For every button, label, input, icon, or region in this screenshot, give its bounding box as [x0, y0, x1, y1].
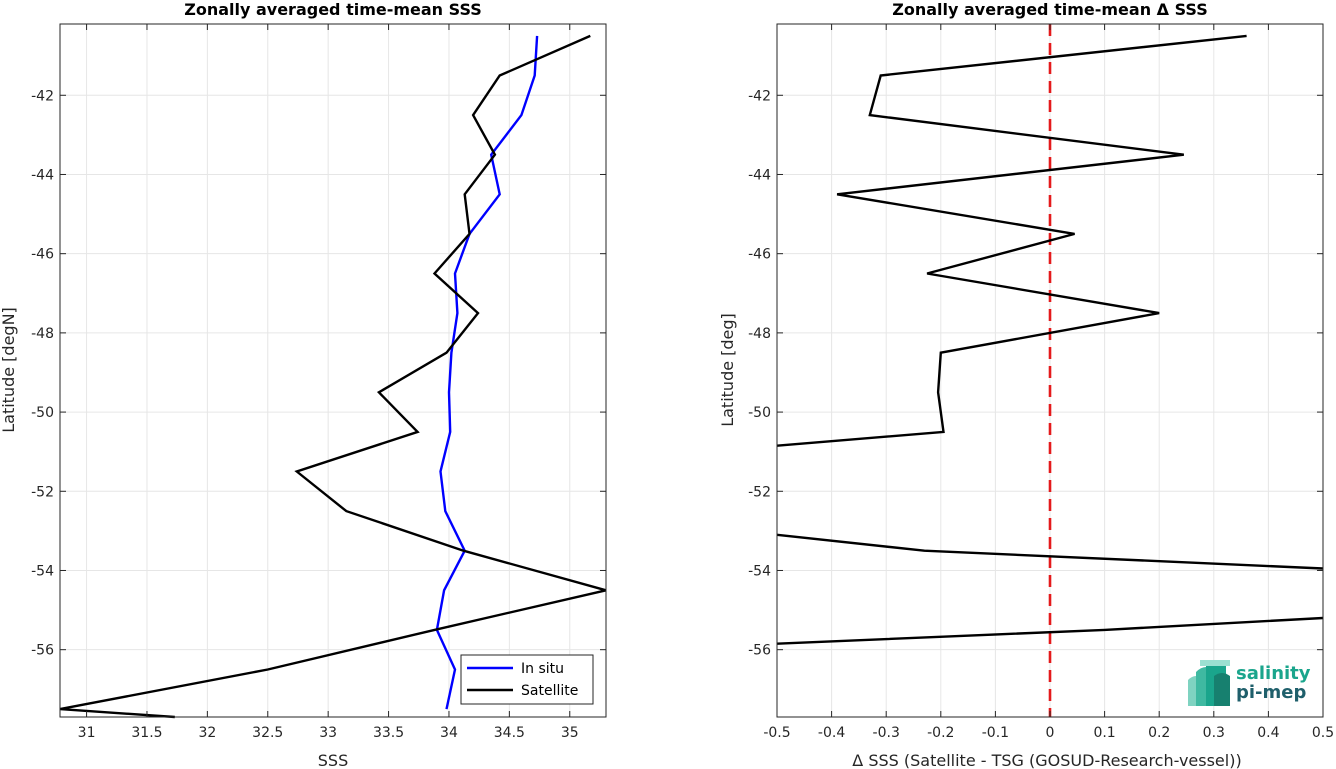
series-group [59, 34, 607, 719]
x-tick-label: 0.4 [1257, 725, 1279, 741]
x-axis-label: Δ SSS (Satellite - TSG (GOSUD-Research-v… [852, 751, 1241, 769]
salinity-pi-mep-logo: salinity pi-mep [1188, 660, 1311, 706]
y-tick-label: -54 [748, 563, 771, 579]
y-tick-label: -56 [31, 643, 54, 659]
x-tick-label: 31 [78, 725, 96, 741]
grid [60, 24, 606, 717]
x-tick-label: -0.4 [818, 725, 845, 741]
series-line [776, 533, 1324, 570]
plot-frame [59, 23, 607, 718]
legend-box [460, 654, 594, 705]
y-tick-label: -56 [748, 643, 771, 659]
y-tick-label: -42 [748, 88, 771, 104]
tick-group: 31 31.5 32 32.5 33 33.5 34 34.5 35 -42 -44 -46 -48 -5… [31, 24, 606, 741]
y-axis-label: Latitude [degN] [0, 307, 18, 433]
x-tick-label: 0.5 [1312, 725, 1334, 741]
y-tick-label: -46 [748, 247, 771, 263]
y-tick-label: -46 [31, 247, 54, 263]
x-tick-label: 33 [319, 725, 337, 741]
series-line [435, 35, 539, 710]
x-tick-label: -0.3 [873, 725, 900, 741]
delta-sss-chart: -0.5 -0.4 -0.3 -0.2 -0.1 0 0.1 0.2 0.3 0.4 0.5 -42 -… [718, 0, 1334, 769]
series-line [776, 34, 1247, 447]
y-tick-label: -50 [31, 405, 54, 421]
x-tick-label: -0.5 [763, 725, 790, 741]
x-tick-label: 32 [198, 725, 216, 741]
y-tick-label: -50 [748, 405, 771, 421]
x-tick-label: -0.1 [982, 725, 1009, 741]
series-line [776, 616, 1324, 645]
logo-wave-icon [1188, 660, 1230, 706]
y-tick-label: -48 [31, 326, 54, 342]
legend-satellite-label: Satellite [521, 683, 578, 699]
logo-line2: pi-mep [1236, 682, 1306, 703]
plot-area [60, 24, 606, 717]
x-tick-label: 34 [440, 725, 458, 741]
y-axis-label: Latitude [deg] [718, 313, 737, 427]
y-tick-label: -48 [748, 326, 771, 342]
y-tick-label: -44 [748, 167, 771, 183]
chart-title: Zonally averaged time-mean SSS [184, 0, 482, 19]
legend-in-situ-label: In situ [521, 661, 564, 677]
x-tick-label: 34.5 [494, 725, 525, 741]
series-line [59, 34, 607, 719]
logo-line1: salinity [1236, 663, 1311, 684]
sss-chart: 31 31.5 32 32.5 33 33.5 34 34.5 35 -42 -44 -46 -48 -5… [0, 0, 607, 769]
x-tick-label: 31.5 [131, 725, 162, 741]
x-tick-label: 32.5 [252, 725, 283, 741]
y-tick-label: -54 [31, 563, 54, 579]
x-tick-label: 0.1 [1093, 725, 1115, 741]
y-tick-label: -44 [31, 167, 54, 183]
tick-group: -0.5 -0.4 -0.3 -0.2 -0.1 0 0.1 0.2 0.3 0.4 0.5 -42 -… [748, 24, 1334, 741]
x-tick-label: 0.3 [1203, 725, 1225, 741]
x-tick-label: 0.2 [1148, 725, 1170, 741]
x-tick-label: 33.5 [373, 725, 404, 741]
legend: In situ Satellite [460, 654, 594, 705]
x-tick-label: 0 [1046, 725, 1055, 741]
chart-title: Zonally averaged time-mean Δ SSS [892, 0, 1208, 19]
x-tick-label: -0.2 [927, 725, 954, 741]
y-tick-label: -52 [31, 484, 54, 500]
x-axis-label: SSS [318, 751, 348, 769]
x-tick-label: 35 [561, 725, 579, 741]
series-group [776, 34, 1324, 645]
y-tick-label: -42 [31, 88, 54, 104]
y-tick-label: -52 [748, 484, 771, 500]
